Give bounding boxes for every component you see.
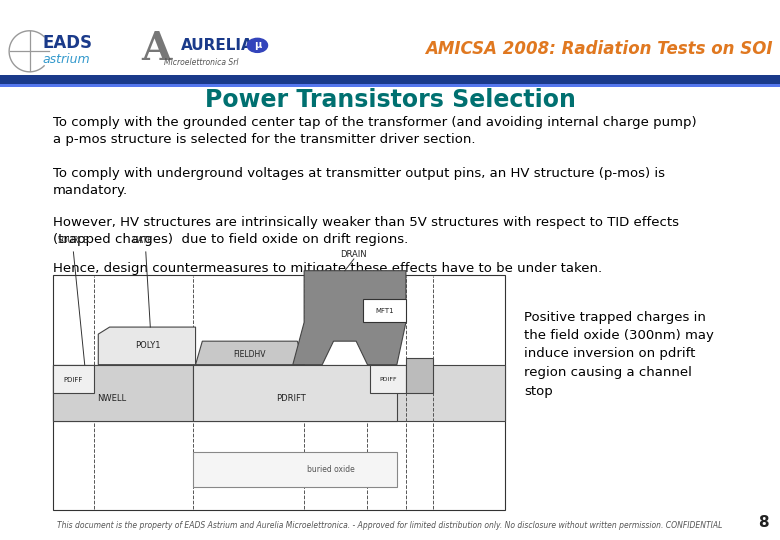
Text: PDIFF: PDIFF	[379, 377, 396, 382]
Bar	[53, 364, 505, 421]
Bar	[53, 364, 193, 421]
Bar	[0, 75, 780, 85]
Bar	[406, 357, 433, 393]
Polygon shape	[196, 341, 304, 365]
Text: buried oxide: buried oxide	[307, 465, 355, 474]
Text: Positive trapped charges in
the field oxide (300nm) may
induce inversion on pdri: Positive trapped charges in the field ox…	[524, 310, 714, 397]
Polygon shape	[98, 327, 196, 365]
Text: AURELIA: AURELIA	[181, 38, 254, 53]
Bar	[53, 275, 505, 510]
Text: Hence, design countermeasures to mitigate these effects have to be under taken.: Hence, design countermeasures to mitigat…	[53, 262, 602, 275]
Text: Microelettronica Srl: Microelettronica Srl	[164, 58, 239, 67]
Bar	[363, 299, 406, 322]
Text: DRAIN: DRAIN	[341, 250, 367, 259]
Bar	[0, 84, 780, 87]
Bar	[53, 364, 94, 393]
Bar	[370, 364, 406, 393]
Text: PDRIFT: PDRIFT	[275, 394, 306, 403]
Polygon shape	[292, 271, 406, 365]
Text: SOURCE: SOURCE	[58, 236, 89, 245]
Text: FIELDHV: FIELDHV	[233, 349, 266, 359]
Text: However, HV structures are intrinsically weaker than 5V structures with respect : However, HV structures are intrinsically…	[53, 216, 679, 246]
Text: astrium: astrium	[43, 53, 90, 66]
Text: POLY1: POLY1	[135, 341, 161, 350]
Text: EADS: EADS	[43, 34, 93, 52]
Text: 8: 8	[757, 515, 768, 530]
Text: This document is the property of EADS Astrium and Aurelia Microelettronica. - Ap: This document is the property of EADS As…	[57, 521, 723, 530]
Text: A: A	[141, 30, 171, 68]
Text: PDIFF: PDIFF	[64, 377, 83, 383]
Text: To comply with the grounded center tap of the transformer (and avoiding internal: To comply with the grounded center tap o…	[53, 116, 697, 146]
Text: AMICSA 2008: Radiation Tests on SOI: AMICSA 2008: Radiation Tests on SOI	[424, 39, 772, 58]
Text: GATE: GATE	[133, 236, 152, 245]
Text: μ: μ	[254, 40, 261, 50]
Text: Power Transistors Selection: Power Transistors Selection	[204, 88, 576, 112]
Circle shape	[247, 38, 268, 52]
Text: To comply with underground voltages at transmitter output pins, an HV structure : To comply with underground voltages at t…	[53, 167, 665, 198]
Text: MFT1: MFT1	[375, 308, 394, 314]
Text: NWELL: NWELL	[98, 394, 126, 403]
Bar	[193, 364, 397, 421]
Bar	[193, 451, 397, 487]
